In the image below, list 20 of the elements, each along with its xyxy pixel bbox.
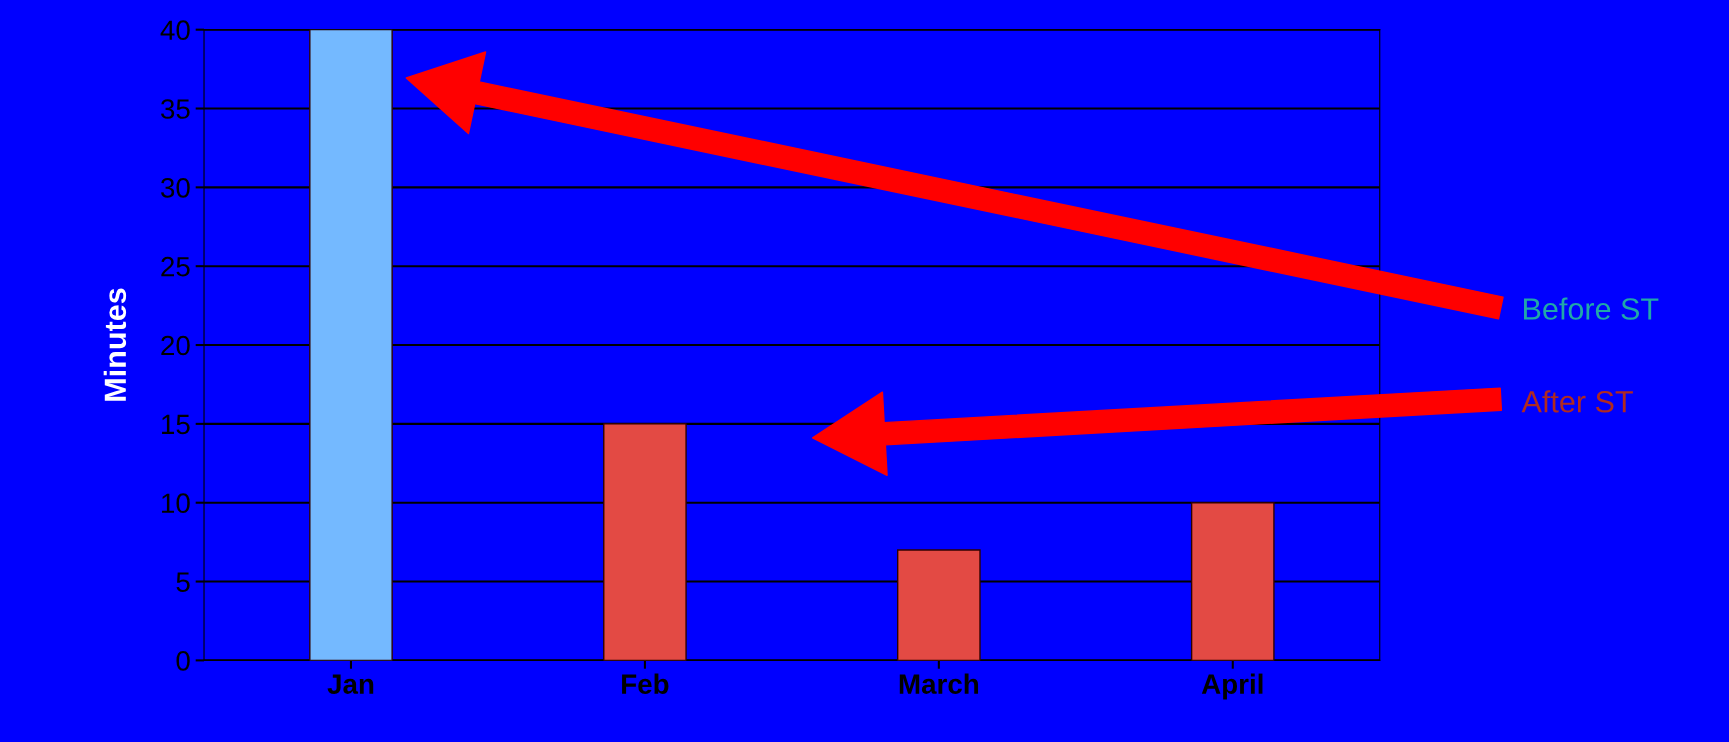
y-tick-label: 35 bbox=[160, 99, 190, 119]
x-tick-label: April bbox=[1201, 673, 1263, 700]
bar bbox=[897, 549, 981, 661]
x-tick-label: Feb bbox=[622, 673, 669, 694]
y-tick-label: 0 bbox=[176, 651, 190, 671]
text: Before ST bbox=[1524, 297, 1659, 320]
y-tick-label: 5 bbox=[176, 572, 190, 592]
y-tick-label: 25 bbox=[161, 256, 190, 277]
bar bbox=[603, 423, 687, 661]
text: After ST bbox=[1521, 390, 1633, 413]
x-tick-label: Jan bbox=[327, 674, 374, 694]
bar bbox=[309, 29, 393, 661]
y-tick-label: 40 bbox=[160, 20, 190, 41]
x-tick-label: March bbox=[899, 673, 979, 694]
y-axis-title: Minutes bbox=[103, 288, 127, 401]
y-tick-label: 20 bbox=[161, 335, 190, 356]
y-tick-label: 15 bbox=[162, 414, 190, 435]
y-tick-label: 30 bbox=[160, 178, 190, 198]
bar bbox=[1190, 502, 1275, 661]
y-tick-label: 10 bbox=[162, 493, 190, 514]
